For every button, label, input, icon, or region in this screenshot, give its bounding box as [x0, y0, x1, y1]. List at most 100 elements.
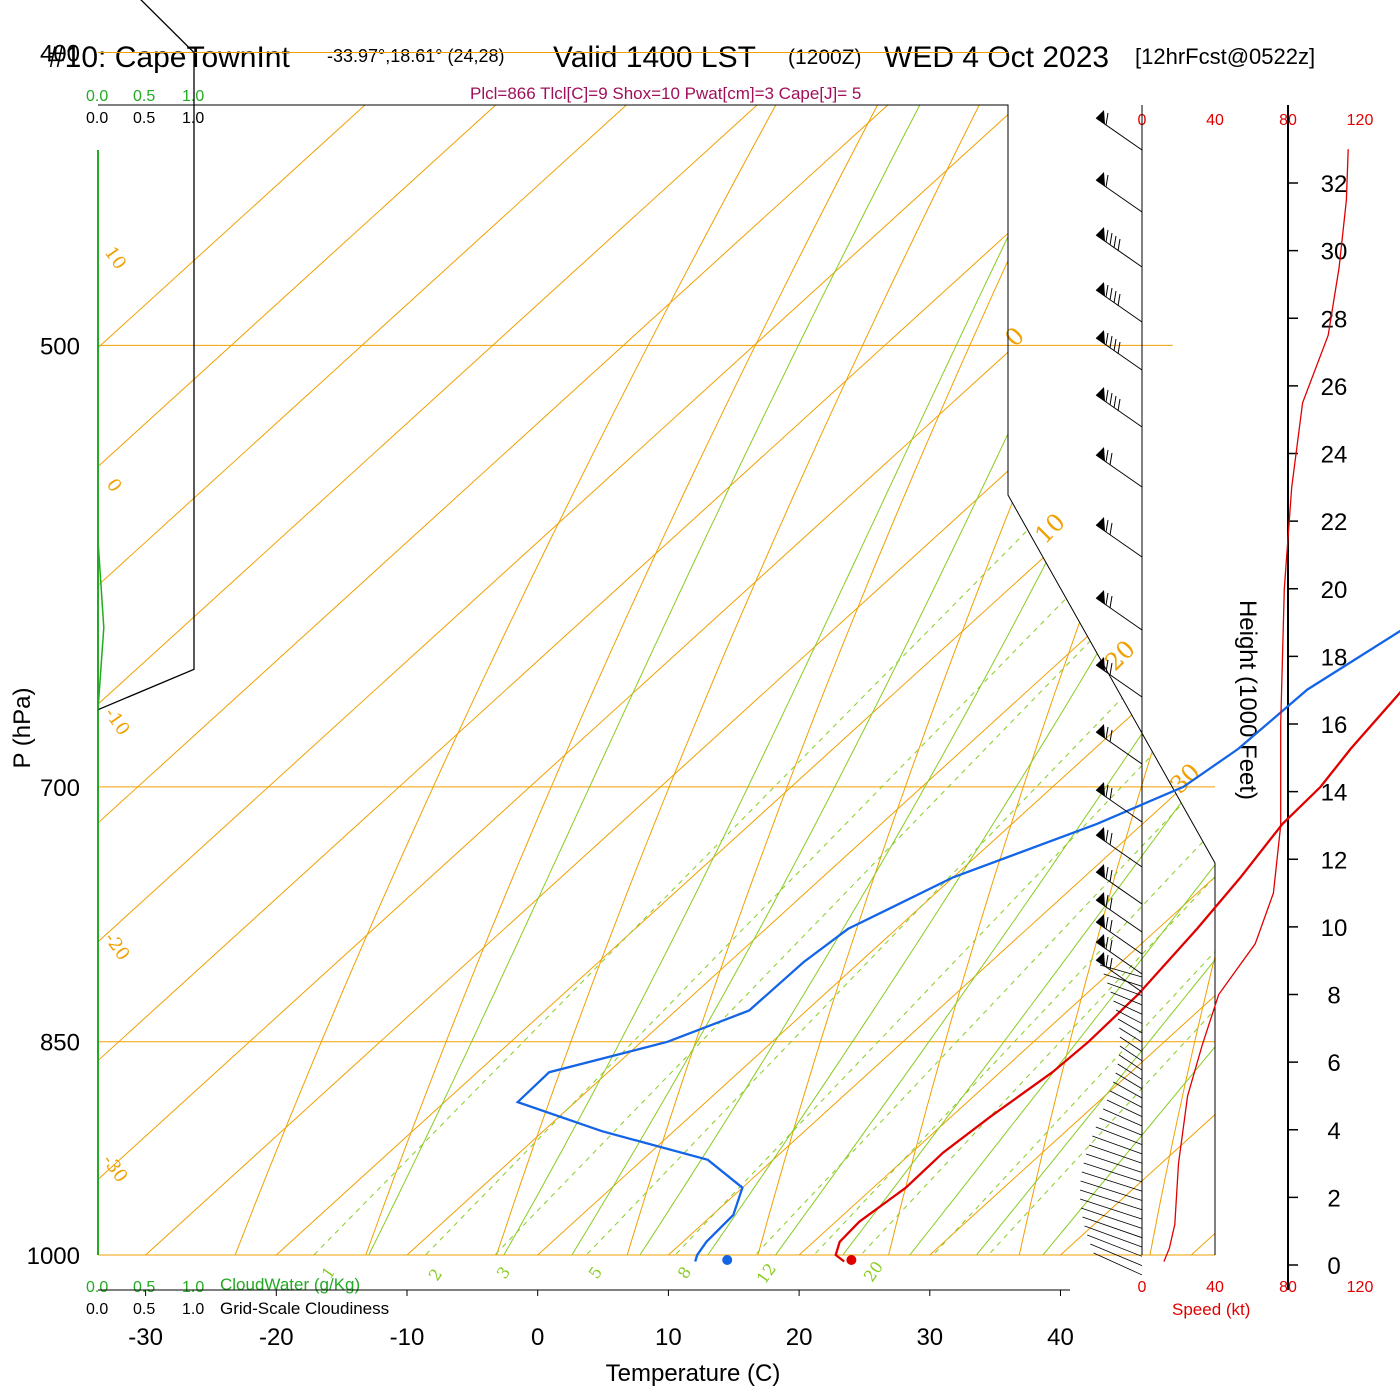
wind-barb-low [1106, 1099, 1143, 1118]
height-axis-title: Height (1000 Feet) [1234, 600, 1261, 800]
cloudiness-tick-bottom-0: 0.0 [86, 1301, 108, 1318]
wind-barb-pennant [1096, 110, 1105, 124]
isotherm--70 [98, 105, 1215, 1255]
wind-barb-staff [1095, 731, 1143, 765]
wind-barb-low [1079, 1189, 1143, 1211]
mixing-ratio-line-5 [524, 105, 1215, 1255]
wind-barb-low [1080, 1198, 1143, 1220]
temperature-line [834, 690, 1400, 1263]
wind-barb-feather [1109, 232, 1113, 246]
cloudwater-tick-bottom-1: 0.5 [133, 1279, 155, 1296]
wind-barb [1095, 914, 1143, 955]
wind-barb-feather [1109, 787, 1113, 801]
mixing-ratio-label: 20 [860, 1258, 887, 1286]
wind-barb [1095, 590, 1143, 631]
wind-barb-staff [1095, 337, 1143, 371]
wind-barb-feather [1105, 592, 1109, 606]
cloudiness-tick-top-1: 0.5 [133, 110, 155, 127]
mixing-ratio-line-1 [250, 105, 1215, 1255]
wind-barb-low [1110, 1090, 1143, 1108]
height-tick-label: 8 [1327, 983, 1340, 1010]
wind-barb-feather [1109, 729, 1113, 743]
wind-barb-pennant [1096, 657, 1105, 671]
cloudiness-tick-bottom-1: 0.5 [133, 1301, 155, 1318]
wind-barb-low [1119, 1036, 1143, 1052]
wind-barb-low [1080, 1207, 1143, 1229]
cloudiness-line [97, 0, 195, 711]
station-title: #10: CapeTownInt [48, 41, 290, 74]
forecast-date: WED 4 Oct 2023 [884, 41, 1109, 74]
wind-barb [1095, 330, 1143, 371]
cloudiness-tick-bottom-2: 1.0 [182, 1301, 204, 1318]
wind-barb-staff [1095, 234, 1143, 268]
valid-time: Valid 1400 LST [553, 41, 756, 74]
wind-barb-feather [1105, 389, 1109, 403]
wind-barb-feather [1105, 229, 1109, 243]
isotherm-label: -10 [100, 704, 134, 740]
wind-barb-low [1113, 1000, 1143, 1015]
mixing-ratio-label: 5 [585, 1263, 606, 1282]
isotherm--50 [98, 105, 1215, 1255]
wind-barb-staff [1095, 789, 1143, 823]
moist-adiabat-40 [989, 105, 1215, 1255]
wind-barb-pennant [1096, 282, 1105, 296]
mixing-ratio-labels: 1 2 3 5 8 12 20 [318, 1258, 887, 1288]
wind-barb-feather [1113, 235, 1117, 249]
speed-axis-label: Speed (kt) [1172, 1300, 1250, 1319]
x-tick-label: -20 [259, 1324, 294, 1351]
wind-barb-low [1113, 1081, 1143, 1099]
wind-barb-pennant [1096, 892, 1105, 906]
dry-adiabat-290 [740, 105, 1215, 1255]
wind-barb-feather [1105, 916, 1109, 930]
wind-barb-feather [1113, 290, 1117, 304]
wind-barb-low [1119, 1045, 1143, 1062]
wind-barb [1095, 447, 1143, 488]
isotherm--40 [98, 105, 1215, 1255]
wind-barb-pennant [1096, 914, 1105, 928]
cloudwater-tick-top-2: 1.0 [182, 88, 204, 105]
surface-temperature-marker [846, 1255, 857, 1265]
wind-barb-feather [1105, 112, 1109, 126]
wind-barb-pennant [1096, 447, 1105, 461]
wind-barb-feather [1109, 897, 1113, 911]
cloudwater-tick-bottom-2: 1.0 [182, 1279, 204, 1296]
wind-barb-feather [1105, 829, 1109, 843]
wind-barb-low [1117, 1063, 1143, 1080]
speed-tick-top-1: 40 [1206, 112, 1224, 129]
cloudiness-tick-top-2: 1.0 [182, 110, 204, 127]
height-tick-label: 24 [1321, 442, 1348, 469]
mixing-ratio-lines [250, 105, 1215, 1255]
wind-barb-staff [1095, 524, 1143, 558]
wind-barb-feather [1109, 869, 1113, 883]
wind-barb [1095, 227, 1143, 268]
height-tick-label: 0 [1327, 1253, 1340, 1280]
wind-barb-low [1083, 1162, 1143, 1183]
wind-barb [1095, 827, 1143, 868]
height-tick-label: 10 [1321, 915, 1348, 942]
wind-barb-feather [1105, 332, 1109, 346]
x-axis-title: Temperature (C) [606, 1360, 781, 1387]
wind-barb-pennant [1096, 387, 1105, 401]
wind-barb-staff [1095, 921, 1143, 955]
wind-barb-feather [1105, 659, 1109, 673]
wind-barb-feather [1105, 449, 1109, 463]
wind-barb-feather [1117, 341, 1121, 355]
cloudwater-tick-bottom-0: 0.0 [86, 1279, 108, 1296]
wind-barb-feather [1117, 293, 1121, 307]
utc-time: (1200Z) [788, 46, 862, 69]
wind-barb-feather [1105, 726, 1109, 740]
isotherm-lines [98, 105, 1215, 1255]
wind-barb-low [1085, 1153, 1143, 1173]
wind-barb-low [1082, 1216, 1143, 1239]
x-tick-label: 0 [531, 1324, 544, 1351]
mixing-ratio-line-28 [873, 105, 1215, 1255]
isotherm-label: 20 [1099, 635, 1140, 676]
speed-tick-top-3: 120 [1347, 112, 1374, 129]
wind-barb-low [1088, 1144, 1143, 1164]
moist-adiabat-0 [466, 105, 1215, 1255]
y-tick-label: 700 [40, 775, 80, 802]
isotherm--10 [336, 105, 1215, 1255]
wind-barb [1095, 724, 1143, 765]
wind-barb-feather [1105, 894, 1109, 908]
